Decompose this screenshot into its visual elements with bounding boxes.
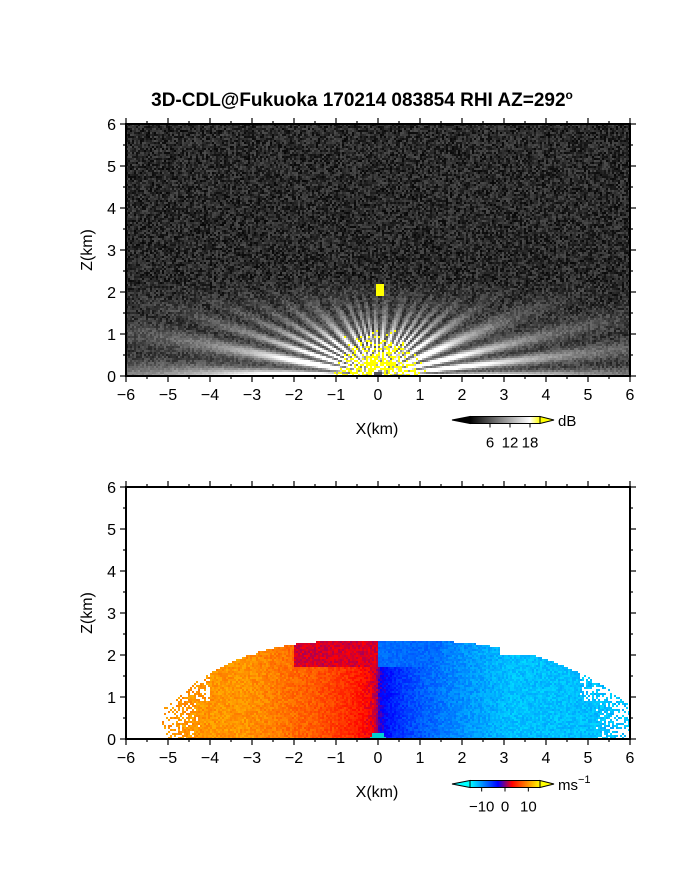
x-tick-label: −3 <box>243 750 261 767</box>
colorbar-tick-label: 6 <box>486 435 494 452</box>
figure-title: 3D-CDL@Fukuoka 170214 083854 RHI AZ=292o <box>151 88 573 111</box>
reflectivity-colorbar: 6 12 18 dB <box>451 413 576 452</box>
y-tick-label: 4 <box>107 564 116 581</box>
reflectivity-field <box>126 124 630 376</box>
x-tick-label: −2 <box>285 387 303 404</box>
x-tick-label: 5 <box>584 750 593 767</box>
y-tick-label: 0 <box>107 369 116 386</box>
y-tick-label: 6 <box>107 480 116 497</box>
x-tick-label: 1 <box>416 387 425 404</box>
colorbar-tick-label: 12 <box>502 435 519 452</box>
velocity-xlabel: X(km) <box>356 784 399 801</box>
colorbar-unit: ms−1 <box>558 774 591 794</box>
colorbar-tick-label: 10 <box>520 799 537 816</box>
colorbar-low-arrow <box>451 779 471 789</box>
y-tick-label: 5 <box>107 522 116 539</box>
x-tick-label: 6 <box>626 387 635 404</box>
colorbar-high-arrow <box>539 415 555 425</box>
x-tick-label: −6 <box>117 387 135 404</box>
x-tick-label: −1 <box>327 750 345 767</box>
reflectivity-ylabel: Z(km) <box>79 229 96 271</box>
reflectivity-ticks: −6 −5 −4 −3 −2 −1 0 1 2 3 4 5 6 0 1 2 3 4 5 6 <box>107 117 636 404</box>
velocity-ylabel: Z(km) <box>79 592 96 634</box>
y-tick-label: 0 <box>107 732 116 749</box>
colorbar-ramp <box>469 416 541 424</box>
y-tick-label: 4 <box>107 201 116 218</box>
colorbar-high-arrow <box>539 779 555 789</box>
x-tick-label: −2 <box>285 750 303 767</box>
x-tick-label: −6 <box>117 750 135 767</box>
y-tick-label: 5 <box>107 159 116 176</box>
x-tick-label: 3 <box>500 387 509 404</box>
velocity-ticks: −6 −5 −4 −3 −2 −1 0 1 2 3 4 5 6 0 1 2 3 4 5 6 <box>107 480 636 767</box>
x-tick-label: 0 <box>374 387 383 404</box>
y-tick-label: 2 <box>107 285 116 302</box>
x-tick-label: −4 <box>201 387 219 404</box>
y-tick-label: 1 <box>107 327 116 344</box>
velocity-field <box>126 487 630 739</box>
x-tick-label: −5 <box>159 387 177 404</box>
y-tick-label: 3 <box>107 243 116 260</box>
colorbar-tick-label: −10 <box>469 799 494 816</box>
x-tick-label: 1 <box>416 750 425 767</box>
colorbar-tick-label: 0 <box>501 799 509 816</box>
colorbar-unit: dB <box>558 413 576 430</box>
x-tick-label: 0 <box>374 750 383 767</box>
x-tick-label: −5 <box>159 750 177 767</box>
colorbar-ramp <box>469 780 541 788</box>
x-tick-label: 5 <box>584 387 593 404</box>
x-tick-label: 3 <box>500 750 509 767</box>
x-tick-label: −3 <box>243 387 261 404</box>
x-tick-label: −4 <box>201 750 219 767</box>
y-tick-label: 3 <box>107 606 116 623</box>
x-tick-label: −1 <box>327 387 345 404</box>
x-tick-label: 6 <box>626 750 635 767</box>
x-tick-label: 2 <box>458 387 467 404</box>
velocity-colorbar: −10 0 10 ms−1 <box>451 774 591 816</box>
x-tick-label: 4 <box>542 750 551 767</box>
y-tick-label: 2 <box>107 648 116 665</box>
x-tick-label: 2 <box>458 750 467 767</box>
x-tick-label: 4 <box>542 387 551 404</box>
reflectivity-xlabel: X(km) <box>356 421 399 438</box>
y-tick-label: 6 <box>107 117 116 134</box>
y-tick-label: 1 <box>107 690 116 707</box>
colorbar-tick-label: 18 <box>522 435 539 452</box>
colorbar-low-arrow <box>451 415 471 425</box>
